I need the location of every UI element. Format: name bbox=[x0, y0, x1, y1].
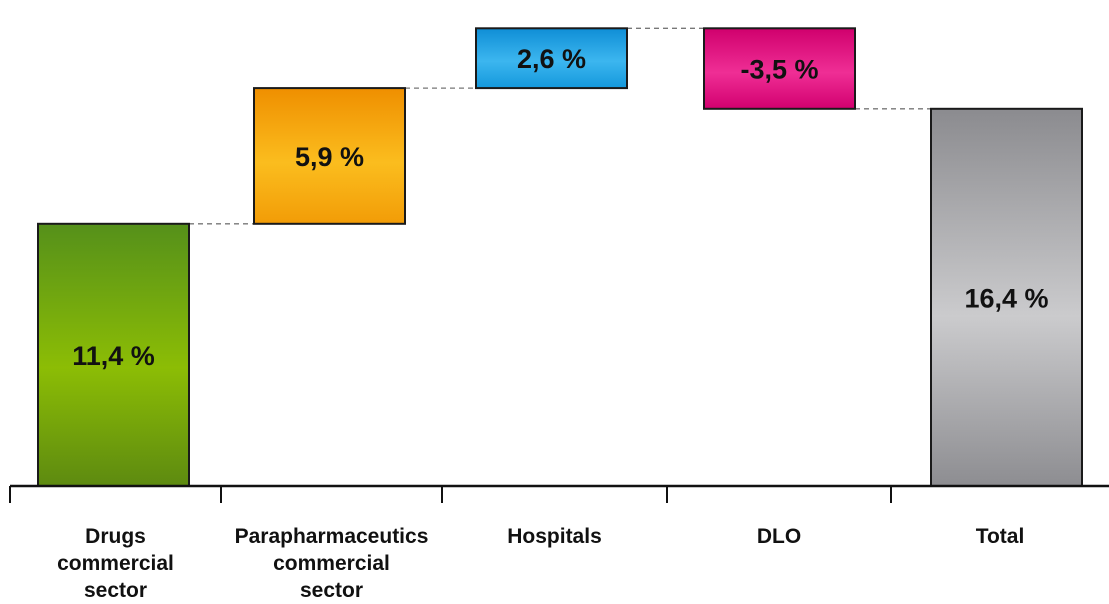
category-label-4: DLO bbox=[757, 525, 801, 548]
category-label-1: Drugs commercial sector bbox=[57, 525, 174, 602]
bar-4 bbox=[703, 27, 856, 110]
bars: 11,4 % 5,9 % 2,6 % -3,5 % 16,4 % bbox=[37, 27, 1083, 488]
category-label-5: Total bbox=[976, 525, 1025, 548]
x-axis: Drugs commercial sector Parapharmaceutics co… bbox=[9, 484, 1109, 602]
bar-value-label-1: 11,4 % bbox=[72, 341, 155, 371]
bar-value-label-2: 5,9 % bbox=[295, 142, 364, 172]
bar-1 bbox=[37, 222, 190, 488]
category-label-2: Parapharmaceutics commercial sector bbox=[235, 525, 429, 602]
bar-3 bbox=[475, 27, 628, 90]
bar-value-label-5: 16,4 % bbox=[964, 283, 1048, 313]
bar-value-label-4: -3,5 % bbox=[740, 55, 818, 85]
bar-2 bbox=[253, 87, 406, 225]
connector-lines bbox=[189, 27, 931, 225]
bar-value-label-3: 2,6 % bbox=[517, 44, 586, 74]
category-label-3: Hospitals bbox=[507, 525, 602, 548]
